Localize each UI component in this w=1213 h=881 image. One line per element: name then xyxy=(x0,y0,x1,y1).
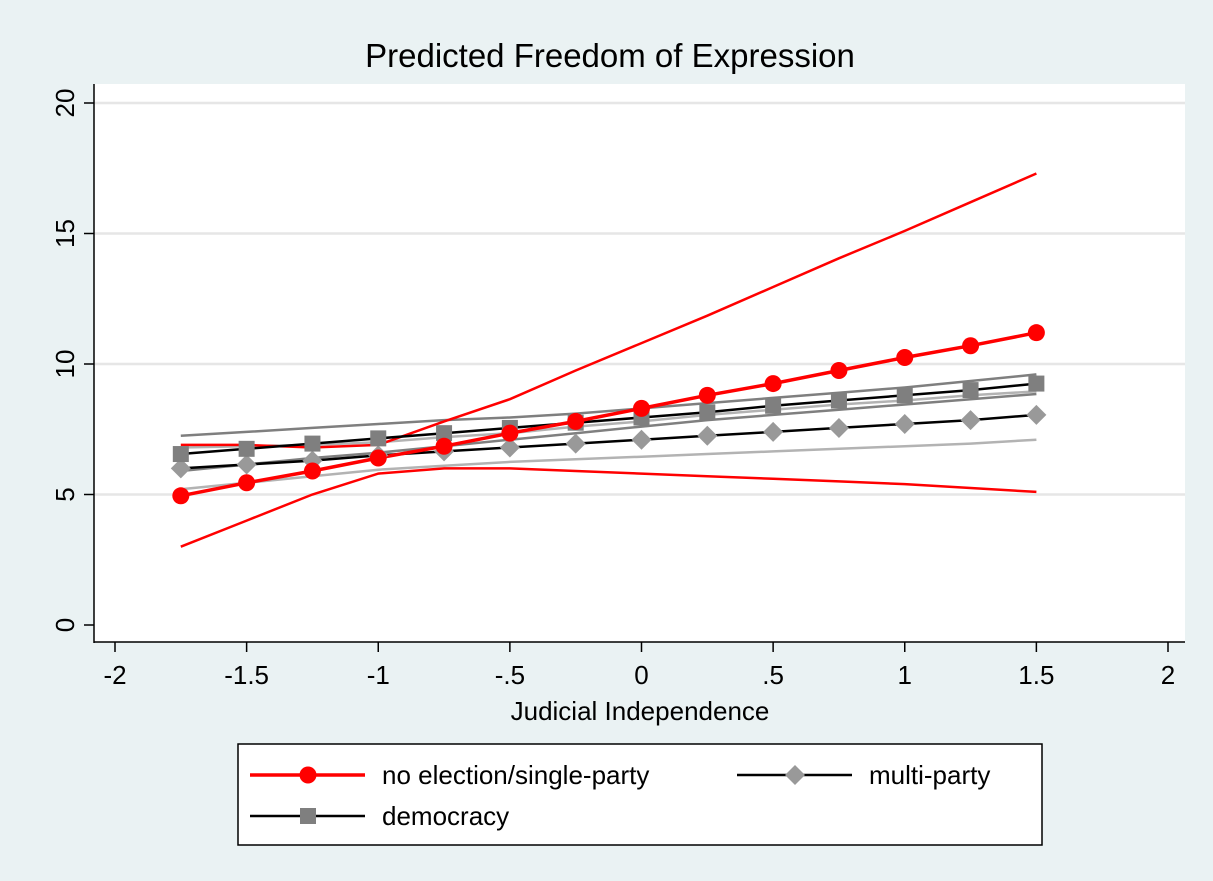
data-point xyxy=(962,337,980,355)
data-point xyxy=(699,404,716,421)
y-tick-label: 15 xyxy=(50,219,80,248)
data-point xyxy=(764,375,782,393)
series-line xyxy=(180,413,1037,470)
legend-label: democracy xyxy=(382,801,509,831)
data-point xyxy=(369,449,387,467)
x-tick-label: -1 xyxy=(367,660,390,690)
y-tick-label: 0 xyxy=(50,618,80,632)
data-point xyxy=(894,414,915,435)
ci-lower-line xyxy=(180,438,1037,491)
data-point xyxy=(370,430,387,447)
x-tick-label: -.5 xyxy=(495,660,525,690)
data-point xyxy=(1027,324,1045,342)
data-point xyxy=(1028,375,1045,392)
data-point xyxy=(236,454,257,475)
series-markers xyxy=(170,324,1047,505)
series-line xyxy=(180,382,1037,456)
x-tick-label: .5 xyxy=(762,660,784,690)
legend: no election/single-party multi-party democ… xyxy=(237,743,1043,846)
series-line xyxy=(180,330,1037,498)
confidence-bands xyxy=(180,172,1037,548)
chart-title: Predicted Freedom of Expression xyxy=(365,37,855,74)
data-point xyxy=(830,362,848,380)
data-point xyxy=(304,435,321,452)
y-tick-label: 20 xyxy=(50,89,80,118)
data-point xyxy=(172,446,189,463)
data-point xyxy=(238,474,256,492)
data-point xyxy=(896,387,913,404)
data-point xyxy=(830,392,847,409)
ci-lower-line xyxy=(180,467,1037,548)
x-tick-label: -2 xyxy=(103,660,126,690)
ci-upper-line xyxy=(180,390,1037,449)
x-axis-label: Judicial Independence xyxy=(511,696,770,726)
data-point xyxy=(436,425,453,442)
data-point xyxy=(960,410,981,431)
x-tick-label: 2 xyxy=(1161,660,1175,690)
data-point xyxy=(631,429,652,450)
data-point xyxy=(698,386,716,404)
grid-lines xyxy=(94,101,1185,496)
data-point xyxy=(499,437,520,458)
data-point xyxy=(828,417,849,438)
legend-swatch-marker xyxy=(299,766,317,784)
data-point xyxy=(1026,404,1047,425)
legend-box xyxy=(237,743,1043,846)
x-tick-label: -1.5 xyxy=(224,660,269,690)
data-point xyxy=(896,348,914,366)
legend-label: no election/single-party xyxy=(382,760,649,790)
y-tick-label: 10 xyxy=(50,350,80,379)
data-point xyxy=(567,412,585,430)
data-point xyxy=(172,487,190,505)
legend-label: multi-party xyxy=(869,760,990,790)
data-point xyxy=(238,440,255,457)
series-lines xyxy=(180,330,1037,498)
y-tick-label: 5 xyxy=(50,487,80,501)
x-tick-label: 1 xyxy=(898,660,912,690)
data-point xyxy=(170,458,191,479)
data-point xyxy=(962,382,979,399)
ci-lower-line xyxy=(180,392,1037,473)
ci-upper-line xyxy=(180,172,1037,449)
x-tick-label: 1.5 xyxy=(1018,660,1054,690)
axes: 0 5 10 15 20 -2 -1.5 -1 -.5 0 .5 1 1.5 2 xyxy=(50,84,1185,690)
data-point xyxy=(303,462,321,480)
legend-swatch-marker xyxy=(300,808,316,824)
data-point xyxy=(697,425,718,446)
legend-swatch-marker xyxy=(785,765,805,785)
data-point xyxy=(435,437,453,455)
data-point xyxy=(765,397,782,414)
x-tick-label: 0 xyxy=(634,660,648,690)
data-point xyxy=(565,433,586,454)
data-point xyxy=(633,399,650,417)
ci-upper-line xyxy=(180,373,1037,438)
data-point xyxy=(501,424,519,442)
data-point xyxy=(763,421,784,442)
